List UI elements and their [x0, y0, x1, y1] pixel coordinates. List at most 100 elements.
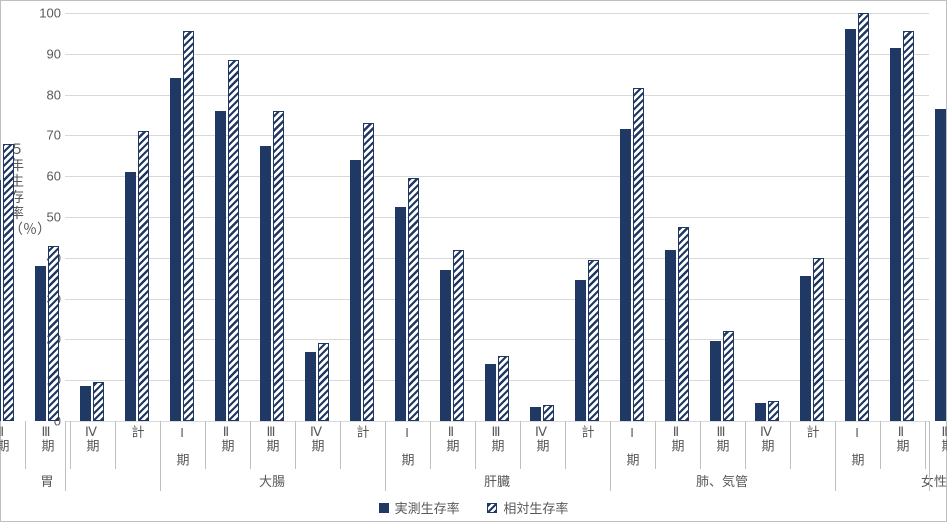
x-sub-label: Ⅱ期 — [896, 425, 909, 451]
legend-label: 実測生存率 — [395, 498, 460, 517]
x-group-label: 胃 — [40, 471, 53, 490]
bar-relative — [273, 111, 284, 421]
bar-measured — [485, 364, 496, 421]
bar-relative — [408, 178, 419, 421]
bar-measured — [935, 109, 946, 421]
survival-rate-chart: ５年生存率（％） 0102030405060708090100 I 期Ⅱ期Ⅲ期Ⅳ… — [0, 0, 947, 522]
bar-measured — [395, 207, 406, 421]
x-sub-label: 計 — [131, 425, 144, 437]
axis-divider — [835, 421, 836, 491]
x-sub-label: I 期 — [401, 425, 414, 465]
bar-relative — [183, 31, 194, 421]
axis-divider — [295, 421, 296, 469]
axis-divider — [430, 421, 431, 469]
bar-measured — [575, 280, 586, 421]
x-sub-label: 計 — [581, 425, 594, 437]
axis-divider — [745, 421, 746, 469]
legend-item-measured: 実測生存率 — [379, 498, 460, 517]
x-sub-label: Ⅲ期 — [941, 425, 947, 451]
axis-divider — [880, 421, 881, 469]
bar-measured — [845, 29, 856, 421]
bar-relative — [498, 356, 509, 421]
axis-divider — [610, 421, 611, 491]
bar-measured — [800, 276, 811, 421]
legend-item-relative: 相対生存率 — [487, 498, 568, 517]
axis-divider — [250, 421, 251, 469]
axis-divider — [385, 421, 386, 491]
y-tick-label: 90 — [47, 46, 61, 61]
x-group-label: 肺、気管 — [696, 471, 748, 490]
axis-divider — [925, 421, 926, 469]
axis-divider — [160, 421, 161, 491]
x-sub-label: I 期 — [626, 425, 639, 465]
axis-divider — [70, 421, 71, 469]
x-group-label: 女性乳房 — [921, 471, 947, 490]
x-group-label: 大腸 — [259, 471, 285, 490]
bar-relative — [138, 131, 149, 421]
bar-measured — [665, 250, 676, 421]
bar-measured — [620, 129, 631, 421]
bar-relative — [768, 401, 779, 421]
bar-relative — [543, 405, 554, 421]
bar-relative — [318, 343, 329, 421]
axis-divider — [790, 421, 791, 469]
bar-measured — [0, 180, 1, 421]
bar-measured — [170, 78, 181, 421]
x-sub-label: Ⅲ期 — [716, 425, 729, 451]
axis-divider — [655, 421, 656, 469]
axis-divider — [115, 421, 116, 469]
bar-relative — [633, 88, 644, 421]
axis-divider — [929, 421, 930, 491]
y-tick-label: 60 — [47, 169, 61, 184]
y-tick-label: 80 — [47, 87, 61, 102]
axis-divider — [700, 421, 701, 469]
bar-measured — [35, 266, 46, 421]
x-sub-label: Ⅳ期 — [311, 425, 324, 451]
x-sub-label: Ⅱ期 — [671, 425, 684, 451]
bar-relative — [723, 331, 734, 421]
axis-divider — [205, 421, 206, 469]
bar-relative — [903, 31, 914, 421]
axis-divider — [520, 421, 521, 469]
legend-swatch-hatch — [487, 503, 497, 513]
bar-measured — [530, 407, 541, 421]
axis-divider — [65, 421, 66, 491]
bar-relative — [588, 260, 599, 421]
legend: 実測生存率 相対生存率 — [1, 498, 946, 517]
x-sub-label: I 期 — [176, 425, 189, 465]
axis-divider — [475, 421, 476, 469]
bar-measured — [260, 146, 271, 421]
bar-relative — [363, 123, 374, 421]
x-sub-label: Ⅲ期 — [41, 425, 54, 451]
legend-label: 相対生存率 — [503, 498, 568, 517]
bar-relative — [453, 250, 464, 421]
x-sub-label: Ⅱ期 — [446, 425, 459, 451]
bar-measured — [710, 341, 721, 421]
bar-measured — [890, 48, 901, 421]
x-sub-label: Ⅳ期 — [536, 425, 549, 451]
bar-measured — [755, 403, 766, 421]
x-sub-label: I 期 — [851, 425, 864, 465]
bar-relative — [93, 382, 104, 421]
y-tick-label: 70 — [47, 128, 61, 143]
axis-divider — [340, 421, 341, 469]
x-sub-label: Ⅱ期 — [221, 425, 234, 451]
x-sub-label: 計 — [356, 425, 369, 437]
bar-measured — [350, 160, 361, 421]
bar-relative — [48, 246, 59, 421]
bar-measured — [440, 270, 451, 421]
x-sub-label: Ⅲ期 — [266, 425, 279, 451]
plot-area — [65, 13, 929, 421]
x-sub-label: 計 — [806, 425, 819, 437]
bar-measured — [80, 386, 91, 421]
bar-measured — [215, 111, 226, 421]
bar-relative — [858, 13, 869, 421]
axis-divider — [25, 421, 26, 469]
x-sub-label: Ⅱ期 — [0, 425, 9, 451]
y-tick-label: 50 — [47, 210, 61, 225]
legend-swatch-solid — [379, 503, 389, 513]
axis-divider — [565, 421, 566, 469]
bar-measured — [125, 172, 136, 421]
x-group-label: 肝臓 — [484, 471, 510, 490]
x-sub-label: Ⅳ期 — [86, 425, 99, 451]
